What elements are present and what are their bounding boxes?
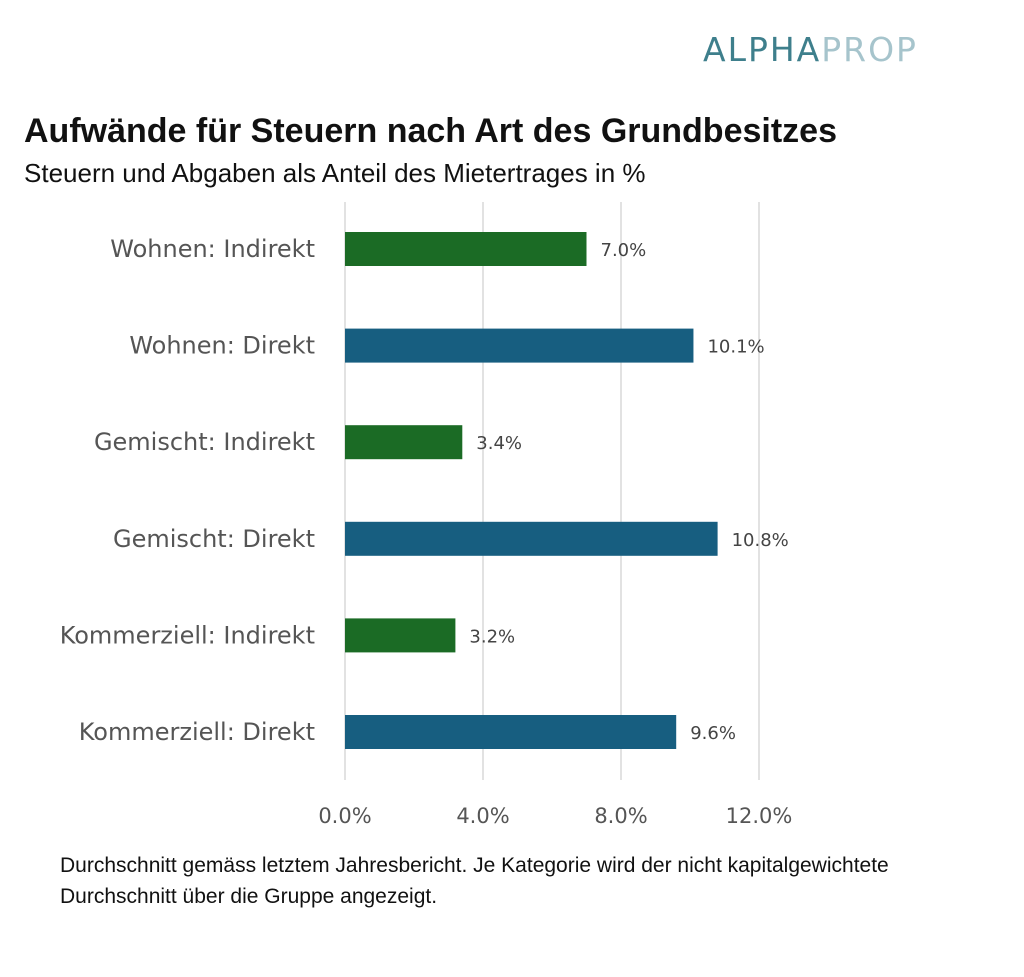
category-label: Wohnen: Indirekt (110, 235, 315, 263)
chart-subtitle: Steuern und Abgaben als Anteil des Miete… (24, 158, 646, 188)
x-tick-label: 12.0% (726, 804, 793, 828)
value-label: 10.8% (732, 530, 789, 551)
bar (345, 328, 694, 363)
bar (345, 521, 718, 556)
bars (345, 232, 718, 749)
category-label: Gemischt: Indirekt (94, 428, 315, 456)
category-label: Gemischt: Direkt (113, 525, 315, 553)
x-tick-label: 0.0% (318, 804, 371, 828)
value-label: 7.0% (601, 240, 647, 261)
value-labels: 7.0% 10.1% 3.4% 10.8% 3.2% 9.6% (469, 240, 788, 744)
logo-part-prop: PROP (821, 30, 918, 69)
chart-title: Aufwände für Steuern nach Art des Grundb… (24, 112, 837, 150)
footnote: Durchschnitt gemäss letztem Jahresberich… (60, 854, 889, 908)
bar (345, 715, 677, 749)
category-label: Wohnen: Direkt (129, 332, 315, 360)
category-labels: Wohnen: Indirekt Wohnen: Direkt Gemischt: … (60, 235, 315, 746)
value-label: 9.6% (690, 723, 736, 744)
bar (345, 618, 456, 653)
logo-part-alpha: ALPHA (703, 30, 822, 69)
x-tick-label: 4.0% (456, 804, 509, 828)
bar (345, 425, 463, 460)
bar (345, 232, 587, 266)
value-label: 10.1% (707, 337, 764, 358)
x-axis-tick-labels: 0.0% 4.0% 8.0% 12.0% (318, 804, 792, 828)
gridlines (344, 202, 760, 780)
alphaprop-logo: ALPHAPROP (703, 30, 918, 69)
category-label: Kommerziell: Indirekt (60, 621, 315, 649)
value-label: 3.4% (476, 433, 522, 454)
x-tick-label: 8.0% (594, 804, 647, 828)
category-label: Kommerziell: Direkt (79, 718, 315, 746)
value-label: 3.2% (469, 626, 515, 647)
